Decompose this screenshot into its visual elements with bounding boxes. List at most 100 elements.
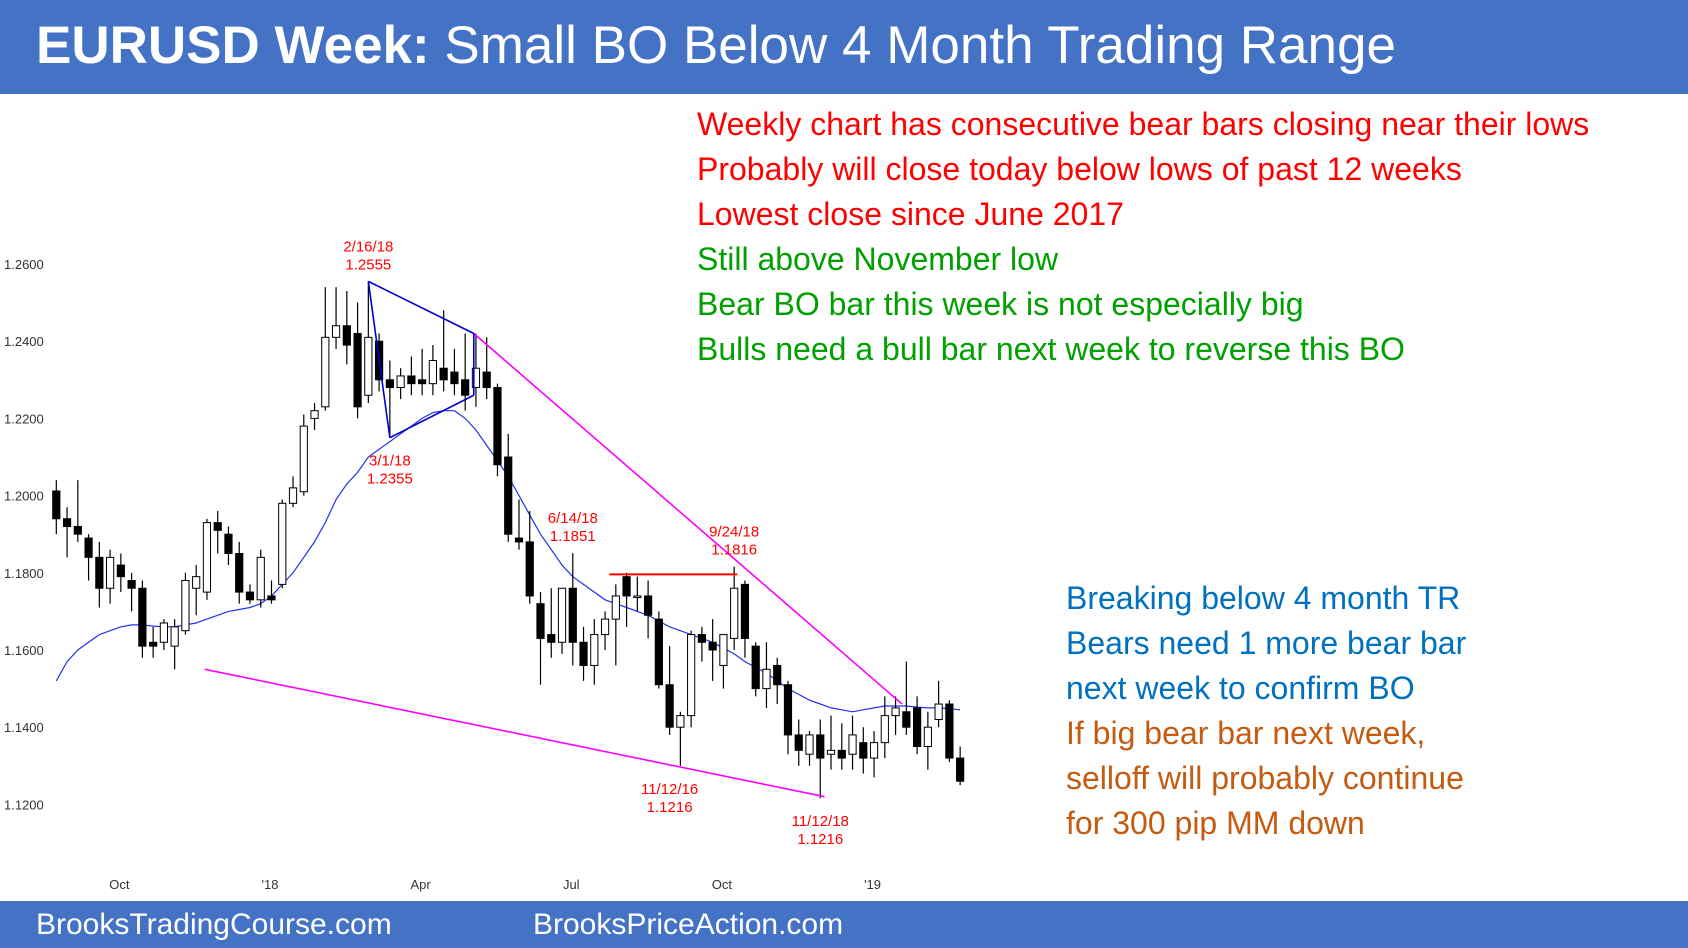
bull-candle xyxy=(880,715,889,744)
bear-candle xyxy=(342,325,351,346)
bear-candle xyxy=(504,456,513,535)
bear-candle xyxy=(665,684,674,728)
footer-bar: BrooksTradingCourse.com BrooksPriceActio… xyxy=(0,901,1688,948)
bear-candle xyxy=(138,587,147,647)
bull-candle xyxy=(590,634,599,666)
bull-candle xyxy=(762,668,771,690)
y-tick-label: 1.1200 xyxy=(4,797,44,812)
price-annotation-date: 9/24/18 xyxy=(709,524,759,541)
triangle-upper-line xyxy=(367,280,475,335)
bull-candle xyxy=(687,634,696,717)
bear-candle xyxy=(536,603,545,639)
bear-candle xyxy=(568,587,577,643)
price-annotation-date: 6/14/18 xyxy=(548,510,598,527)
x-tick-label: '18 xyxy=(262,877,279,892)
x-tick-label: Apr xyxy=(411,877,432,892)
commentary-bottom: Breaking below 4 month TR Bears need 1 m… xyxy=(1066,576,1466,846)
bull-candle xyxy=(310,410,319,419)
note-line: Still above November low xyxy=(697,241,1059,277)
bear-candle xyxy=(84,537,93,558)
y-tick-label: 1.1400 xyxy=(4,720,44,735)
y-tick-label: 1.2400 xyxy=(4,334,44,349)
bull-candle xyxy=(805,734,814,755)
price-annotation-value: 1.2555 xyxy=(345,256,391,273)
y-tick-label: 1.1800 xyxy=(4,566,44,581)
bear-candle xyxy=(127,580,136,589)
bear-candle xyxy=(95,556,104,589)
y-tick-label: 1.2600 xyxy=(4,257,44,272)
bull-candle xyxy=(181,580,190,632)
note-line: Bulls need a bull bar next week to rever… xyxy=(697,331,1405,367)
bear-candle xyxy=(62,518,72,527)
bear-candle xyxy=(751,645,760,690)
bear-candle xyxy=(461,379,470,396)
bear-candle xyxy=(644,595,653,616)
bear-candle xyxy=(267,595,276,601)
y-tick-label: 1.2000 xyxy=(4,489,44,504)
bull-candle xyxy=(600,618,610,636)
bear-candle xyxy=(482,371,491,389)
bull-candle xyxy=(471,367,481,389)
bull-candle xyxy=(869,742,879,759)
bull-candle xyxy=(364,336,373,396)
bull-candle xyxy=(633,595,642,598)
bear-candle xyxy=(654,618,663,686)
bear-candle xyxy=(837,749,846,759)
bull-candle xyxy=(288,487,298,504)
triangle-left-line xyxy=(367,281,391,438)
x-tick-label: Jul xyxy=(563,877,580,892)
price-annotation-date: 11/12/16 xyxy=(641,781,698,798)
price-annotation-value: 1.1216 xyxy=(647,799,693,816)
bear-candle xyxy=(622,576,631,597)
bear-candle xyxy=(439,367,448,381)
bear-candle xyxy=(773,664,782,686)
price-annotation-date: 2/16/18 xyxy=(343,238,393,255)
bull-candle xyxy=(676,715,685,728)
bull-candle xyxy=(299,425,308,493)
bull-candle xyxy=(719,634,728,666)
bull-candle xyxy=(202,522,212,593)
bear-candle xyxy=(493,387,502,466)
bull-candle xyxy=(730,587,739,639)
bear-candle xyxy=(224,533,233,555)
x-tick-label: Oct xyxy=(109,877,130,892)
bear-candle xyxy=(418,379,427,385)
bull-candle xyxy=(891,707,900,717)
bear-candle xyxy=(902,711,911,728)
price-annotation-date: 11/12/18 xyxy=(792,813,849,830)
title-rest-part: Small BO Below 4 Month Trading Range xyxy=(444,16,1396,75)
bear-candle xyxy=(73,525,82,535)
bull-candle xyxy=(278,502,287,585)
bear-candle xyxy=(547,634,556,643)
bull-candle xyxy=(826,749,836,755)
bear-candle xyxy=(235,553,244,593)
bull-candle xyxy=(557,587,567,643)
page-title: EURUSD Week: Small BO Below 4 Month Trad… xyxy=(36,14,1396,78)
title-bar: EURUSD Week: Small BO Below 4 Month Trad… xyxy=(0,0,1688,94)
bear-candle xyxy=(697,634,706,643)
price-annotation-date: 3/1/18 xyxy=(369,453,411,470)
wedge-support-line xyxy=(204,668,825,798)
bull-candle xyxy=(428,360,437,385)
bull-candle xyxy=(848,734,857,755)
y-tick-label: 1.1600 xyxy=(4,643,44,658)
bear-candle xyxy=(816,734,825,759)
brooks-trading-course-link[interactable]: BrooksTradingCourse.com xyxy=(36,908,392,941)
bear-candle xyxy=(514,537,524,543)
note-line: next week to confirm BO xyxy=(1066,670,1415,706)
note-line: Breaking below 4 month TR xyxy=(1066,580,1461,616)
note-line: selloff will probably continue xyxy=(1066,760,1464,796)
bear-candle xyxy=(794,734,803,751)
bull-candle xyxy=(331,325,341,338)
bull-candle xyxy=(611,595,620,620)
bull-candle xyxy=(923,726,932,748)
bear-candle xyxy=(213,522,222,531)
price-annotation-value: 1.1816 xyxy=(711,542,757,559)
brooks-price-action-link[interactable]: BrooksPriceAction.com xyxy=(533,908,844,941)
bull-candle xyxy=(321,336,330,408)
bull-candle xyxy=(159,622,169,643)
bear-candle xyxy=(52,490,61,520)
bear-candle xyxy=(385,379,394,389)
eurusd-weekly-chart: 1.2600 1.2400 1.2200 1.2000 1.1800 1.1600 1.14… xyxy=(4,238,965,892)
bear-candle xyxy=(708,641,717,651)
